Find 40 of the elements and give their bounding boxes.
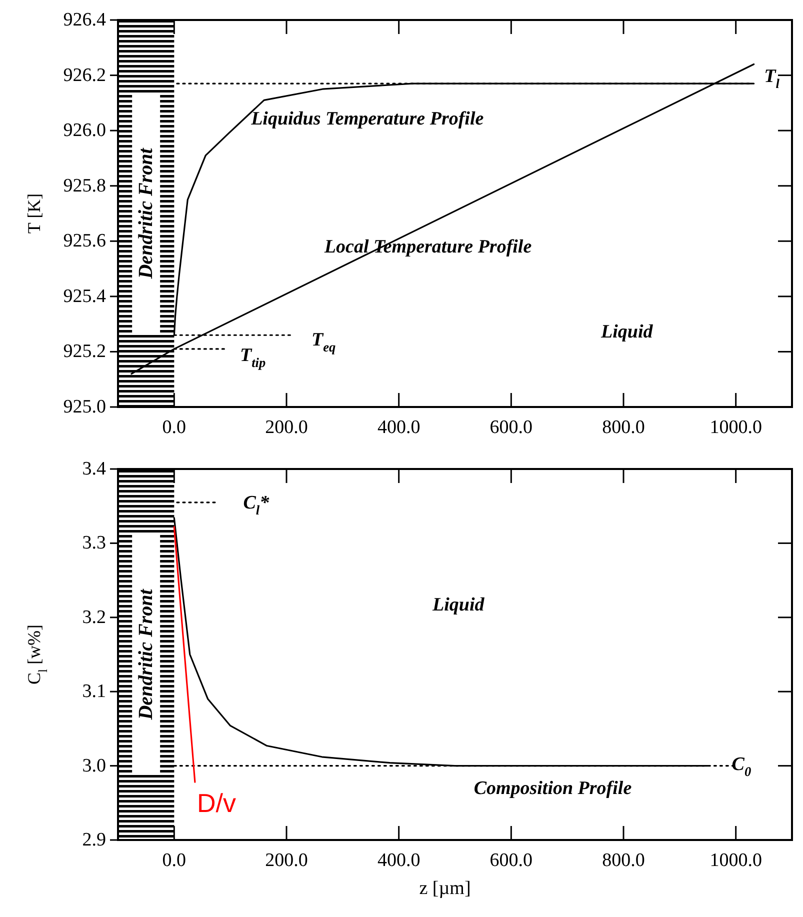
annotation: Liquidus Temperature Profile: [250, 108, 484, 130]
annotation: T$_{l}$: [764, 66, 780, 92]
y-tick-label: 925.6: [63, 230, 106, 252]
y-tick-label: 3.0: [82, 755, 106, 776]
y-tick-label: 2.9: [82, 830, 106, 850]
y-tick-label: 926.4: [63, 10, 106, 30]
annotation: T$_{eq}$: [311, 328, 336, 354]
x-tick-label: 200.0: [265, 850, 308, 871]
band-label: Dendritic Front: [135, 588, 158, 721]
x-tick-label: 1000.0: [710, 417, 762, 438]
x-tick-label: 0.0: [162, 417, 186, 438]
y-tick-label: 3.2: [82, 606, 106, 628]
x-tick-label: 800.0: [602, 417, 645, 438]
y-tick-label: 926.0: [63, 120, 106, 142]
annotation: Local Temperature Profile: [323, 236, 532, 257]
y-axis-title: T [K]: [24, 193, 44, 234]
y-tick-label: 925.4: [63, 286, 106, 307]
y-tick-label: 926.2: [63, 64, 106, 86]
annotation: Liquid: [432, 594, 485, 615]
x-tick-label: 1000.0: [710, 850, 762, 871]
x-axis-title: z [µm]: [419, 878, 471, 899]
x-tick-label: 400.0: [377, 850, 420, 871]
x-tick-label: 600.0: [490, 417, 533, 438]
series-label: D/v: [196, 788, 236, 818]
annotation: Liquid: [600, 321, 654, 342]
annotation: C$_{l}$*: [243, 492, 270, 518]
y-tick-label: 3.4: [82, 458, 106, 480]
x-tick-label: 800.0: [602, 850, 645, 871]
band-label: Dendritic Front: [135, 146, 158, 280]
x-tick-label: 200.0: [265, 417, 308, 438]
y-tick-label: 3.3: [82, 532, 106, 554]
y-tick-label: 925.8: [63, 175, 106, 196]
x-tick-label: 400.0: [377, 417, 420, 438]
x-tick-label: 0.0: [162, 850, 186, 871]
x-tick-label: 600.0: [490, 850, 533, 871]
y-tick-label: 925.2: [63, 341, 106, 362]
y-tick-label: 3.1: [82, 681, 106, 702]
annotation: Composition Profile: [474, 778, 632, 799]
y-tick-label: 925.0: [63, 396, 106, 418]
annotation: T$_{tip}$: [240, 344, 266, 370]
